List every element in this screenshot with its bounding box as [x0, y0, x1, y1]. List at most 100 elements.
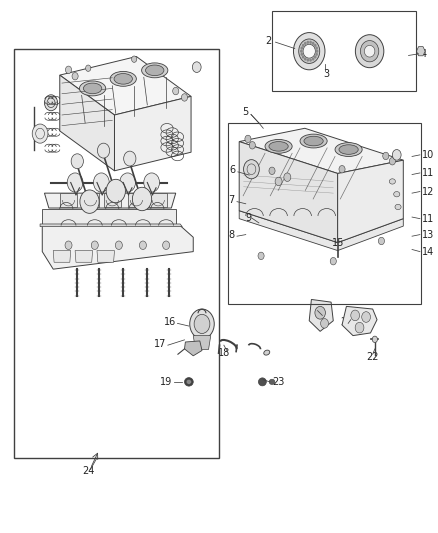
- Circle shape: [32, 124, 48, 143]
- Text: 21: 21: [339, 317, 352, 327]
- Circle shape: [378, 237, 384, 245]
- Circle shape: [350, 310, 359, 321]
- Circle shape: [382, 152, 388, 160]
- Circle shape: [71, 154, 83, 168]
- Polygon shape: [60, 193, 77, 207]
- Circle shape: [189, 309, 214, 339]
- Text: 14: 14: [421, 247, 433, 256]
- Circle shape: [258, 252, 264, 260]
- Circle shape: [243, 160, 259, 179]
- Circle shape: [311, 42, 314, 45]
- Polygon shape: [239, 128, 403, 173]
- Polygon shape: [127, 193, 145, 207]
- Circle shape: [300, 46, 302, 50]
- Circle shape: [120, 173, 135, 192]
- Polygon shape: [184, 341, 201, 356]
- Circle shape: [144, 173, 159, 192]
- Text: 5: 5: [241, 107, 247, 117]
- Text: 9: 9: [244, 213, 251, 223]
- Circle shape: [303, 58, 306, 61]
- Text: 23: 23: [272, 377, 284, 387]
- Ellipse shape: [394, 204, 400, 209]
- Circle shape: [308, 59, 311, 62]
- Circle shape: [106, 179, 125, 203]
- Circle shape: [194, 314, 209, 334]
- Circle shape: [320, 319, 328, 328]
- Polygon shape: [337, 160, 403, 243]
- Text: 11: 11: [421, 214, 433, 224]
- Circle shape: [132, 187, 151, 211]
- Circle shape: [192, 62, 201, 72]
- Ellipse shape: [263, 350, 269, 355]
- Circle shape: [115, 241, 122, 249]
- Circle shape: [283, 173, 290, 181]
- Text: 6: 6: [229, 165, 235, 175]
- Ellipse shape: [338, 145, 357, 155]
- Circle shape: [354, 322, 363, 333]
- Text: 12: 12: [421, 187, 434, 197]
- Circle shape: [275, 177, 282, 185]
- Text: 19: 19: [159, 377, 172, 387]
- Circle shape: [85, 65, 91, 71]
- Polygon shape: [40, 224, 182, 227]
- Ellipse shape: [141, 63, 167, 78]
- Ellipse shape: [268, 379, 274, 384]
- Polygon shape: [416, 46, 424, 56]
- Polygon shape: [60, 75, 114, 171]
- Text: 24: 24: [82, 466, 94, 476]
- Ellipse shape: [293, 33, 324, 70]
- Polygon shape: [239, 211, 403, 251]
- Polygon shape: [239, 142, 337, 243]
- Circle shape: [181, 94, 187, 101]
- Text: 20: 20: [309, 304, 321, 314]
- Circle shape: [306, 41, 308, 44]
- Circle shape: [299, 50, 302, 53]
- Polygon shape: [53, 251, 71, 262]
- Circle shape: [314, 306, 325, 319]
- Polygon shape: [42, 209, 175, 225]
- Circle shape: [172, 87, 178, 95]
- Ellipse shape: [258, 378, 266, 386]
- Circle shape: [389, 158, 395, 165]
- Circle shape: [311, 58, 314, 61]
- Ellipse shape: [184, 377, 193, 386]
- Ellipse shape: [303, 136, 322, 146]
- Circle shape: [314, 46, 317, 50]
- Polygon shape: [114, 96, 191, 171]
- Text: 16: 16: [163, 317, 175, 327]
- Text: 17: 17: [153, 338, 166, 349]
- Ellipse shape: [186, 379, 191, 384]
- Ellipse shape: [145, 65, 163, 76]
- Ellipse shape: [299, 134, 326, 148]
- Ellipse shape: [114, 74, 132, 84]
- Ellipse shape: [79, 81, 106, 96]
- Circle shape: [162, 241, 169, 249]
- Ellipse shape: [302, 44, 314, 58]
- Text: 3: 3: [323, 69, 329, 79]
- Circle shape: [392, 150, 400, 160]
- Ellipse shape: [83, 83, 102, 94]
- Circle shape: [306, 59, 308, 62]
- Text: 2: 2: [264, 36, 271, 45]
- Polygon shape: [97, 251, 114, 262]
- Circle shape: [124, 151, 136, 166]
- Ellipse shape: [110, 71, 136, 86]
- Ellipse shape: [364, 45, 374, 57]
- Text: 13: 13: [421, 230, 433, 240]
- Bar: [228, 123, 420, 304]
- Circle shape: [361, 312, 370, 322]
- Polygon shape: [341, 306, 376, 336]
- Ellipse shape: [265, 140, 291, 154]
- Circle shape: [301, 44, 304, 47]
- Circle shape: [249, 142, 255, 149]
- Circle shape: [268, 167, 275, 174]
- Text: 4: 4: [420, 49, 426, 59]
- Circle shape: [72, 72, 78, 80]
- Text: 10: 10: [421, 150, 433, 160]
- Text: 11: 11: [421, 168, 433, 178]
- Circle shape: [67, 173, 83, 192]
- Polygon shape: [308, 300, 332, 332]
- Polygon shape: [60, 56, 191, 115]
- Circle shape: [300, 53, 302, 56]
- Bar: [272, 11, 416, 91]
